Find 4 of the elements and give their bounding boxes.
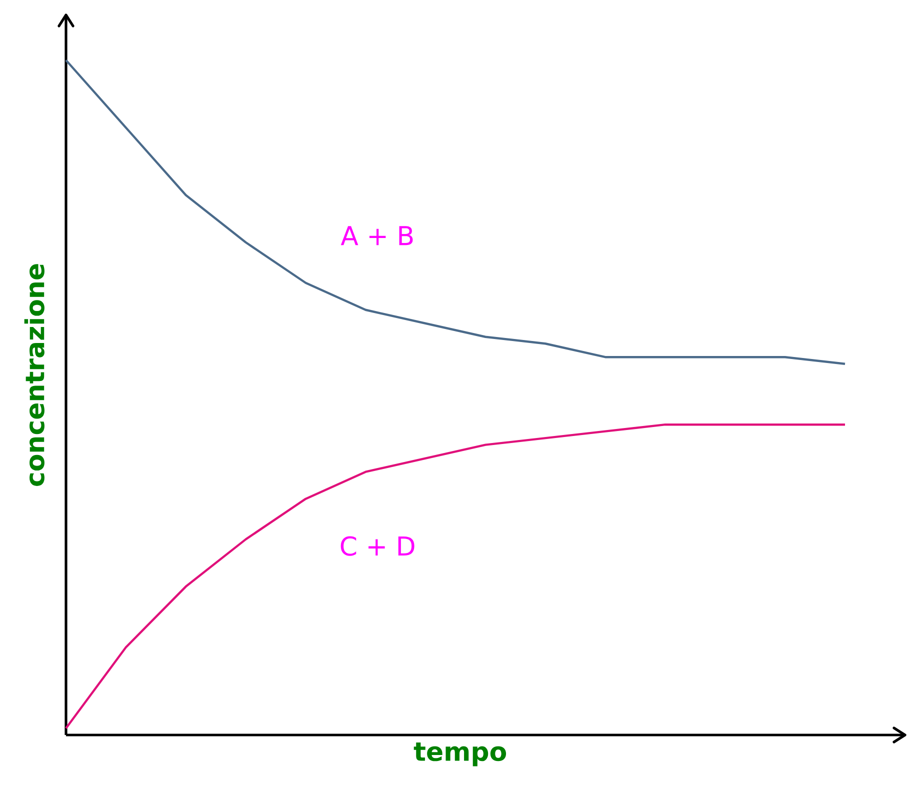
series-label: C + D [340, 536, 414, 556]
y-axis-title: concentrazione [24, 264, 44, 486]
x-axis-title: tempo [414, 742, 506, 766]
series-label: A + B [340, 226, 413, 246]
